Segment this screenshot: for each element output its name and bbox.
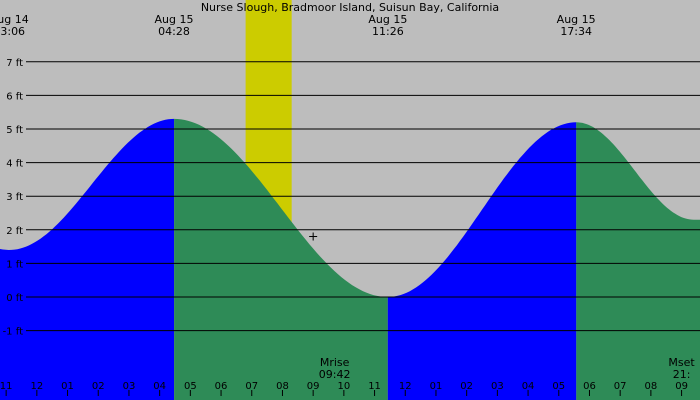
- x-tick-label: 01: [61, 381, 74, 392]
- x-tick-label: 08: [645, 381, 658, 392]
- moon-event-time: 21:: [673, 368, 691, 381]
- moon-event-label: Mset: [668, 356, 695, 369]
- y-tick-label: 2 ft: [6, 226, 23, 237]
- x-tick-label: 09: [675, 381, 688, 392]
- tide-event-date: Aug 14: [0, 13, 29, 26]
- x-tick-label: 05: [552, 381, 565, 392]
- x-tick-label: 03: [123, 381, 136, 392]
- y-tick-label: 3 ft: [6, 192, 23, 203]
- x-tick-label: 07: [245, 381, 258, 392]
- x-tick-label: 02: [460, 381, 473, 392]
- current-time-marker: [309, 232, 318, 241]
- x-tick-label: 01: [430, 381, 443, 392]
- x-tick-label: 10: [337, 381, 350, 392]
- x-tick-label: 12: [399, 381, 412, 392]
- y-tick-label: 0 ft: [6, 293, 23, 304]
- y-tick-label: 5 ft: [6, 125, 23, 136]
- x-tick-label: 03: [491, 381, 504, 392]
- y-tick-label: 6 ft: [6, 91, 23, 102]
- moon-event-label: Mrise: [320, 356, 350, 369]
- x-tick-label: 06: [583, 381, 596, 392]
- tide-event-date: Aug 15: [368, 13, 407, 26]
- x-tick-label: 04: [522, 381, 535, 392]
- y-tick-label: 4 ft: [6, 159, 23, 170]
- x-tick-label: 09: [307, 381, 320, 392]
- y-tick-label: -1 ft: [3, 327, 23, 338]
- y-tick-labels: -1 ft 0 ft 1 ft 2 ft 3 ft 4 ft 5 ft 6 ft 7 ft: [3, 58, 23, 338]
- y-tick-label: 7 ft: [6, 58, 23, 69]
- tide-event-time: 17:34: [560, 25, 592, 38]
- x-tick-label: 07: [614, 381, 627, 392]
- tide-event-time: 23:06: [0, 25, 25, 38]
- falling-tide-area: [174, 118, 388, 400]
- x-tick-label: 12: [30, 381, 43, 392]
- y-tick-label: 1 ft: [6, 259, 23, 270]
- x-tick-label: 06: [215, 381, 228, 392]
- x-tick-label: 02: [92, 381, 105, 392]
- x-tick-label: 08: [276, 381, 289, 392]
- rising-tide-area: [0, 118, 175, 400]
- x-tick-labels: 11 12 01 02 03 04 05 06 07 08 09 10 11 12 01 02 03 04 05 06…: [0, 381, 688, 396]
- x-tick-label: 11: [0, 381, 13, 392]
- grid-lines: [26, 61, 700, 332]
- tide-event-date: Aug 15: [154, 13, 193, 26]
- chart-title: Nurse Slough, Bradmoor Island, Suisun Ba…: [201, 1, 499, 14]
- x-tick-label: 11: [368, 381, 381, 392]
- moon-event-time: 09:42: [319, 368, 351, 381]
- tide-event-time: 11:26: [372, 25, 404, 38]
- x-tick-label: 04: [153, 381, 166, 392]
- tide-event-date: Aug 15: [557, 13, 596, 26]
- x-tick-label: 05: [184, 381, 197, 392]
- tide-event-time: 04:28: [158, 25, 190, 38]
